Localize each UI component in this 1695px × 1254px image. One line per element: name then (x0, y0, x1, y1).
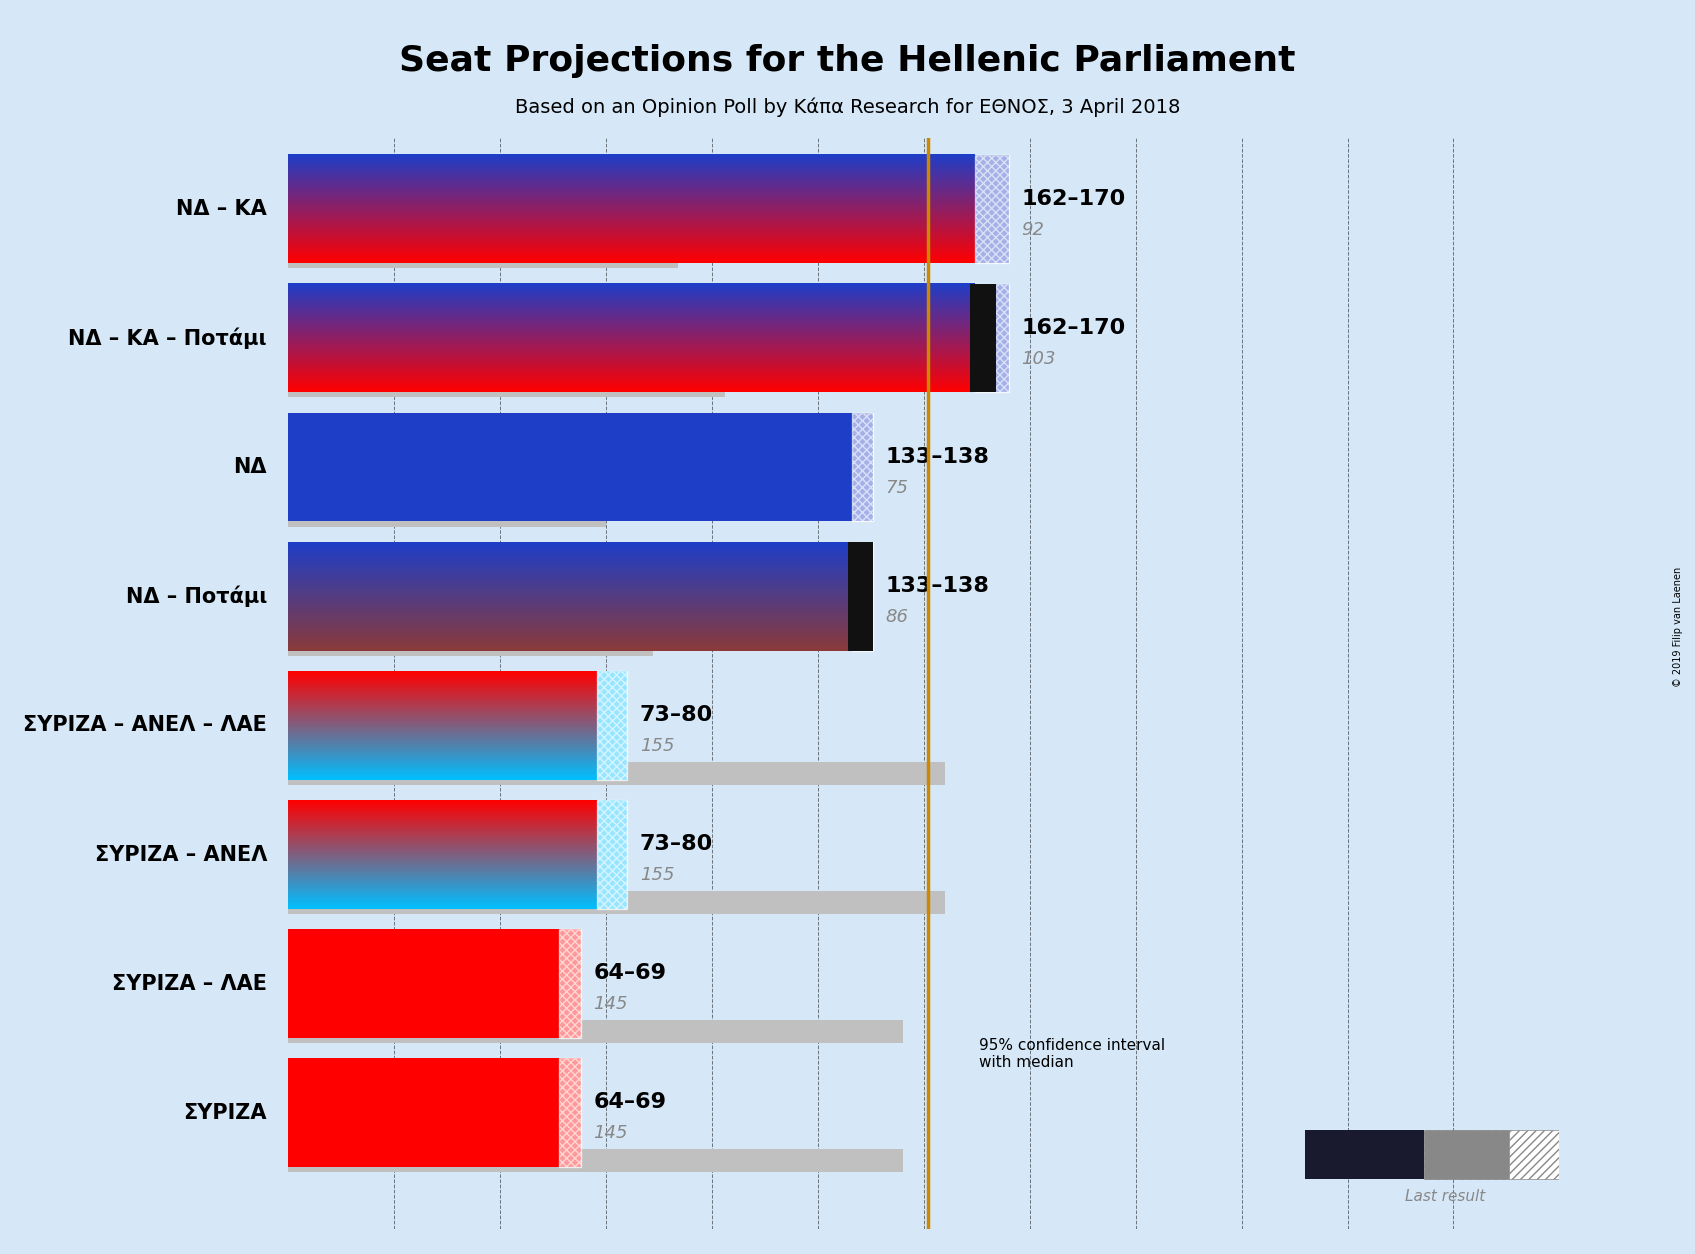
Bar (288, 890, 946, 914)
Bar (975, 283, 1009, 393)
Bar (1509, 1130, 1585, 1179)
Text: 155: 155 (641, 737, 675, 755)
Text: 162–170: 162–170 (1022, 317, 1125, 337)
Bar (288, 503, 607, 527)
Bar (288, 413, 853, 522)
Text: Last result: Last result (1405, 1189, 1485, 1204)
Text: 145: 145 (593, 1125, 627, 1142)
Text: 64–69: 64–69 (593, 963, 666, 983)
Bar (598, 800, 627, 909)
Bar (848, 542, 873, 651)
Text: 73–80: 73–80 (641, 705, 714, 725)
Text: 145: 145 (593, 996, 627, 1013)
Text: ΝΔ – ΚΑ – Ποτάμι: ΝΔ – ΚΑ – Ποτάμι (68, 327, 268, 349)
Text: Based on an Opinion Poll by Κάπα Research for ΕΘΝΟΣ, 3 April 2018: Based on an Opinion Poll by Κάπα Researc… (515, 98, 1180, 118)
Text: 92: 92 (1022, 221, 1044, 238)
Text: © 2019 Filip van Laenen: © 2019 Filip van Laenen (1673, 567, 1683, 687)
Text: 133–138: 133–138 (885, 576, 990, 596)
Text: ΣΥΡΙΖΑ – ΑΝΕΛ: ΣΥΡΙΖΑ – ΑΝΕΛ (95, 844, 268, 864)
Bar (853, 542, 873, 651)
Text: 64–69: 64–69 (593, 1092, 666, 1112)
Bar (288, 929, 559, 1038)
Bar (288, 374, 725, 398)
Bar (970, 283, 997, 393)
Text: 133–138: 133–138 (885, 446, 990, 466)
Text: 73–80: 73–80 (641, 834, 714, 854)
Text: Seat Projections for the Hellenic Parliament: Seat Projections for the Hellenic Parlia… (400, 44, 1295, 78)
Bar (288, 761, 946, 785)
Bar (559, 1058, 581, 1167)
Text: 103: 103 (1022, 350, 1056, 367)
Text: ΣΥΡΙΖΑ – ΛΑΕ: ΣΥΡΙΖΑ – ΛΑΕ (112, 973, 268, 993)
Text: ΝΔ – ΚΑ: ΝΔ – ΚΑ (176, 199, 268, 219)
Text: ΝΔ: ΝΔ (234, 458, 268, 478)
Bar (1305, 1130, 1424, 1179)
Bar (598, 800, 627, 909)
Bar (559, 1058, 581, 1167)
Bar (598, 671, 627, 780)
Text: 86: 86 (885, 608, 909, 626)
Bar (288, 632, 653, 656)
Bar (1424, 1130, 1509, 1179)
Bar (559, 929, 581, 1038)
Bar (598, 671, 627, 780)
Text: 162–170: 162–170 (1022, 188, 1125, 208)
Bar (853, 413, 873, 522)
Bar (853, 542, 873, 651)
Bar (975, 283, 1009, 393)
Text: 95% confidence interval
with median: 95% confidence interval with median (980, 1038, 1164, 1070)
Text: ΣΥΡΙΖΑ: ΣΥΡΙΖΑ (183, 1102, 268, 1122)
Text: ΝΔ – Ποτάμι: ΝΔ – Ποτάμι (125, 586, 268, 607)
Bar (975, 154, 1009, 263)
Bar (975, 154, 1009, 263)
Text: 155: 155 (641, 867, 675, 884)
Bar (288, 245, 678, 268)
Bar (559, 929, 581, 1038)
Bar (853, 413, 873, 522)
Bar (288, 1149, 903, 1172)
Text: 75: 75 (885, 479, 909, 497)
Text: ΣΥΡΙΖΑ – ΑΝΕΛ – ΛΑΕ: ΣΥΡΙΖΑ – ΑΝΕΛ – ΛΑΕ (24, 715, 268, 735)
Bar (288, 1020, 903, 1043)
Bar (288, 1058, 559, 1167)
